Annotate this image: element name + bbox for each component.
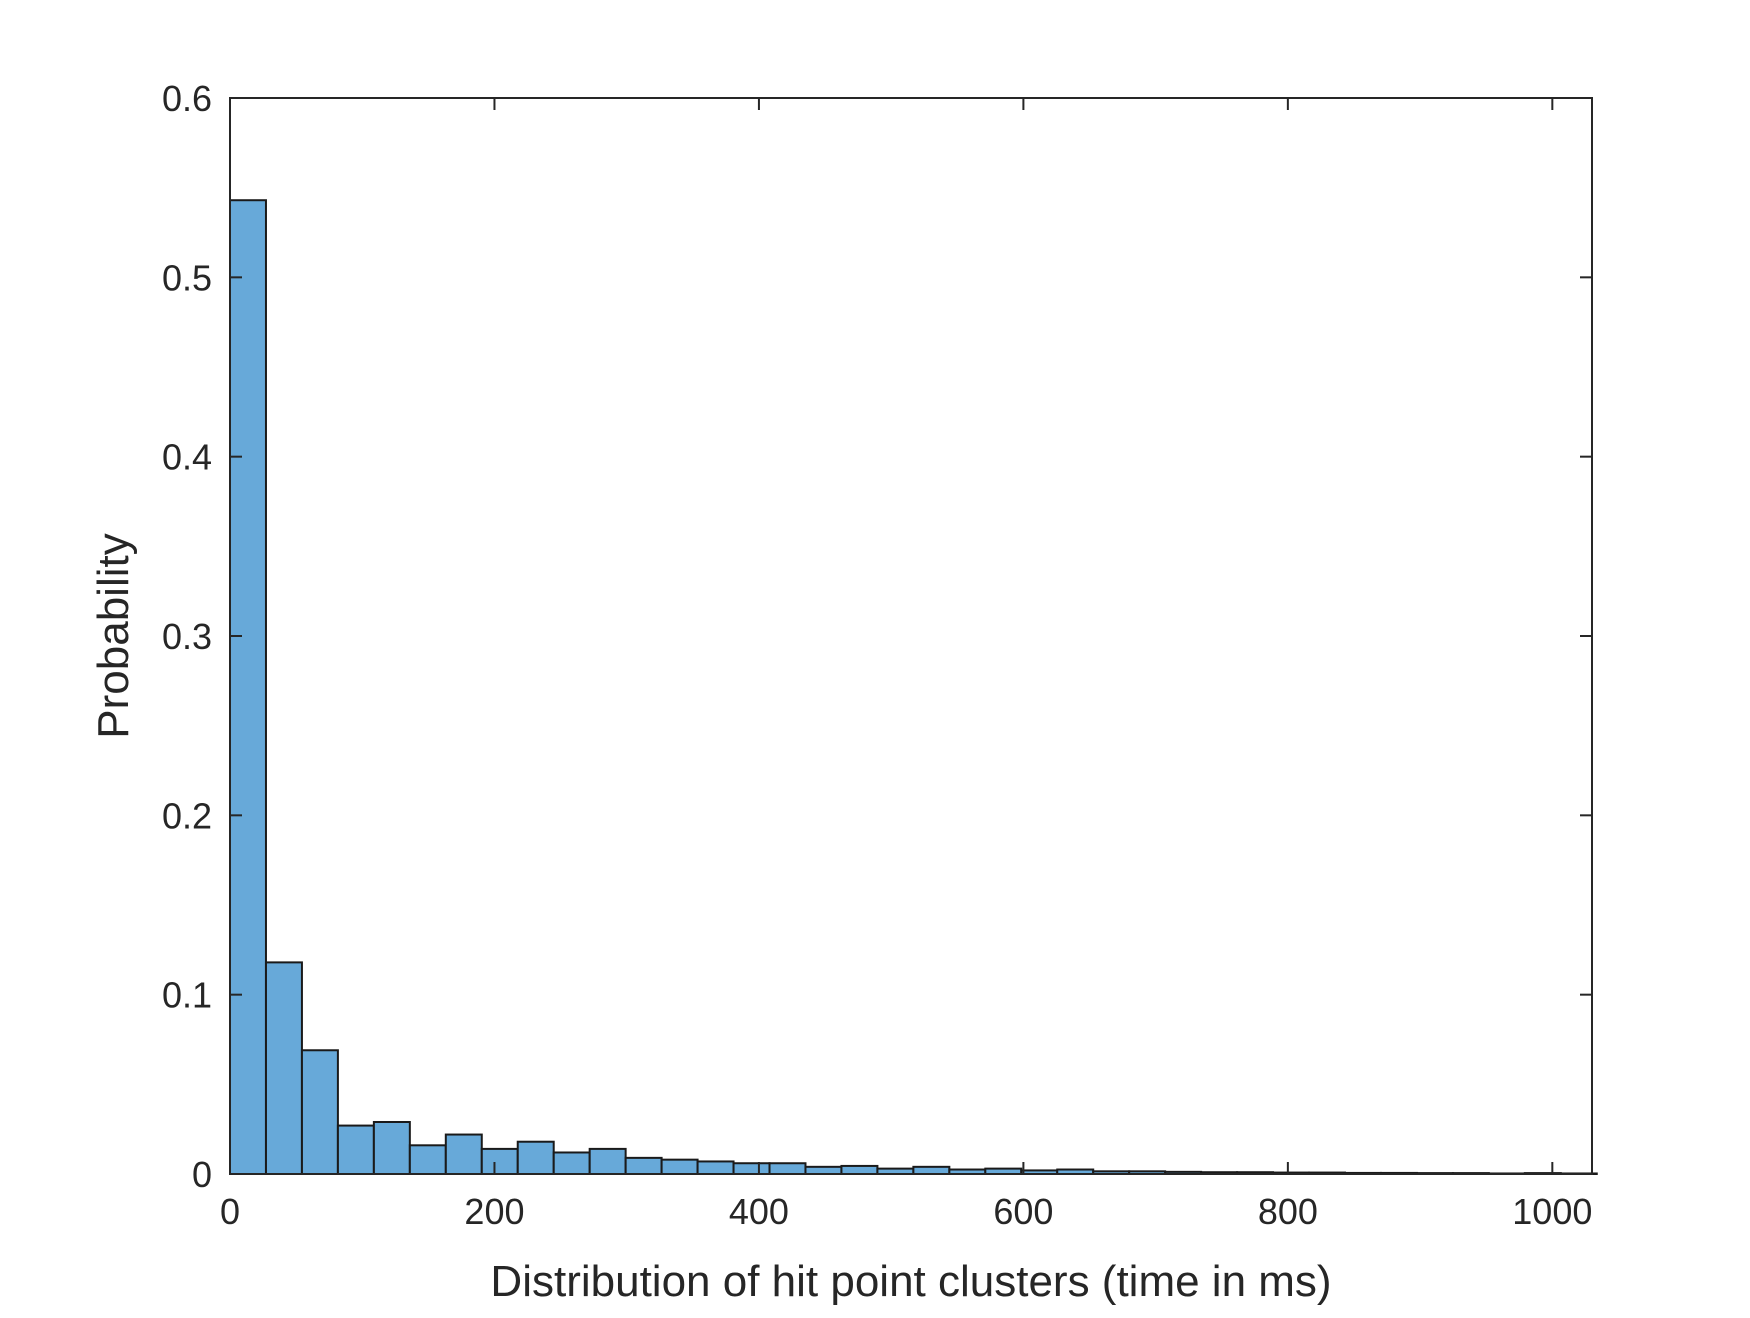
y-tick-label: 0.4 — [162, 437, 212, 478]
y-tick-label: 0.5 — [162, 257, 212, 298]
histogram-bar — [696, 1160, 735, 1175]
bars-layer — [229, 199, 1598, 1176]
x-tick-label: 0 — [220, 1191, 240, 1232]
y-tick-label: 0 — [192, 1154, 212, 1195]
histogram-bar — [768, 1162, 807, 1175]
y-axis-title: Probability — [89, 533, 138, 738]
histogram-bar — [912, 1165, 951, 1175]
x-axis-title: Distribution of hit point clusters (time… — [490, 1257, 1331, 1306]
y-tick-label: 0.3 — [162, 616, 212, 657]
histogram-bar — [264, 961, 303, 1175]
histogram-bar — [840, 1164, 879, 1176]
x-tick-label: 200 — [464, 1191, 524, 1232]
histogram-bar — [444, 1133, 483, 1175]
histogram-bar — [229, 199, 267, 1176]
axes-box — [229, 97, 1593, 1175]
y-tick-label: 0.6 — [162, 78, 212, 119]
x-tick-label: 800 — [1258, 1191, 1318, 1232]
x-tick-label: 1000 — [1512, 1191, 1592, 1232]
histogram-bar — [660, 1158, 699, 1175]
histogram-bar — [732, 1162, 771, 1175]
histogram-bar — [480, 1147, 519, 1175]
x-tick-label: 400 — [729, 1191, 789, 1232]
x-tick-label: 600 — [993, 1191, 1053, 1232]
histogram-bar — [804, 1165, 843, 1175]
histogram-bar — [408, 1144, 447, 1175]
y-tick-label: 0.1 — [162, 975, 212, 1016]
histogram-bar — [372, 1120, 411, 1175]
ticks-layer: 0 200 400 600 800 1000 0 0.1 0.2 0.3 0.4 0.5 0.6 — [162, 78, 1592, 1232]
y-tick-label: 0.2 — [162, 795, 212, 836]
histogram-bar — [552, 1151, 591, 1175]
histogram-bar — [516, 1140, 555, 1175]
histogram-bar — [300, 1049, 339, 1176]
histogram-bar — [588, 1147, 627, 1175]
histogram-bar — [624, 1156, 663, 1175]
histogram-bar — [336, 1124, 375, 1175]
